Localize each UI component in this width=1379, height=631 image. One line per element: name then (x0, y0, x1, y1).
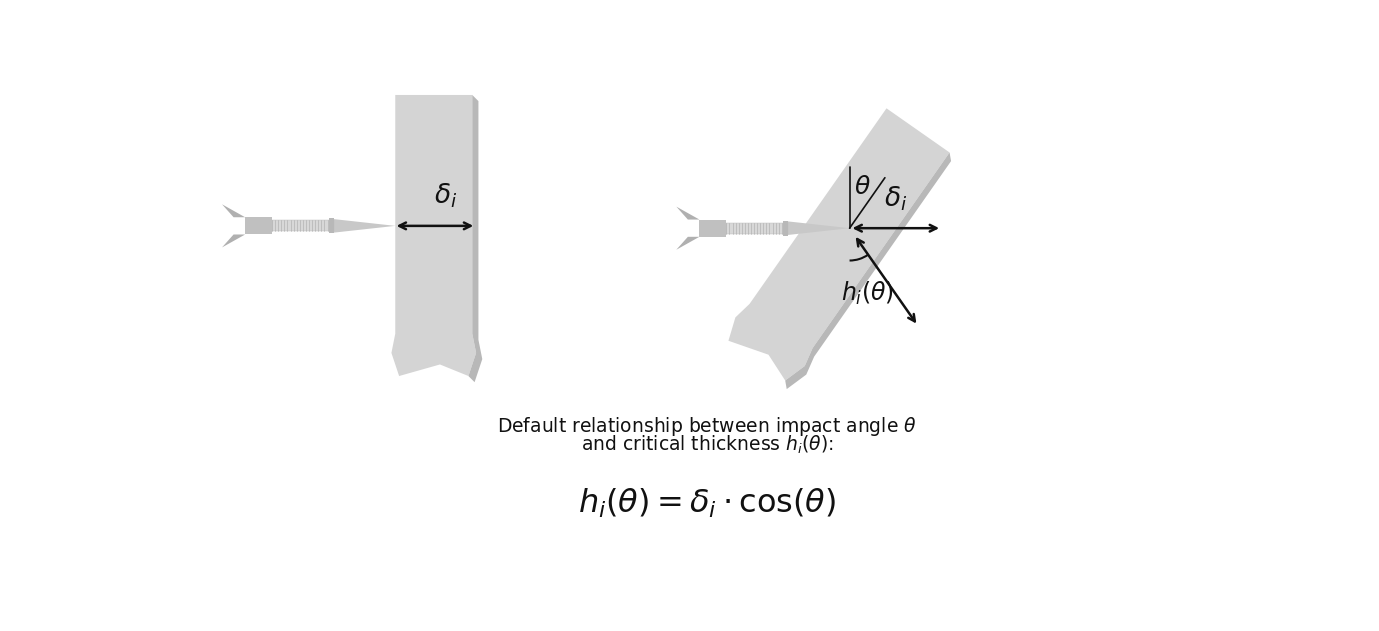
Text: $\delta_i$: $\delta_i$ (884, 184, 907, 213)
Polygon shape (222, 204, 245, 217)
Polygon shape (222, 235, 245, 247)
Polygon shape (392, 95, 476, 376)
Polygon shape (676, 237, 699, 250)
Polygon shape (787, 221, 849, 235)
Bar (783, 221, 787, 235)
Text: $h_i(\theta)=\delta_i \cdot \cos(\theta)$: $h_i(\theta)=\delta_i \cdot \cos(\theta)… (578, 487, 836, 520)
Text: Default relationship between impact angle $\theta$: Default relationship between impact angl… (498, 415, 917, 437)
Bar (272, 220, 334, 232)
Bar (699, 220, 727, 237)
Polygon shape (334, 219, 396, 233)
Bar (727, 223, 787, 233)
Polygon shape (728, 109, 950, 380)
Bar (330, 218, 334, 233)
Polygon shape (785, 153, 952, 389)
Text: $h_i(\theta)$: $h_i(\theta)$ (841, 280, 894, 307)
Text: $\delta_i$: $\delta_i$ (434, 182, 456, 211)
Polygon shape (469, 95, 483, 382)
Bar (245, 217, 272, 235)
Text: $\theta$: $\theta$ (854, 175, 872, 199)
Polygon shape (676, 206, 699, 220)
Text: and critical thickness $h_i(\theta)$:: and critical thickness $h_i(\theta)$: (581, 434, 833, 456)
